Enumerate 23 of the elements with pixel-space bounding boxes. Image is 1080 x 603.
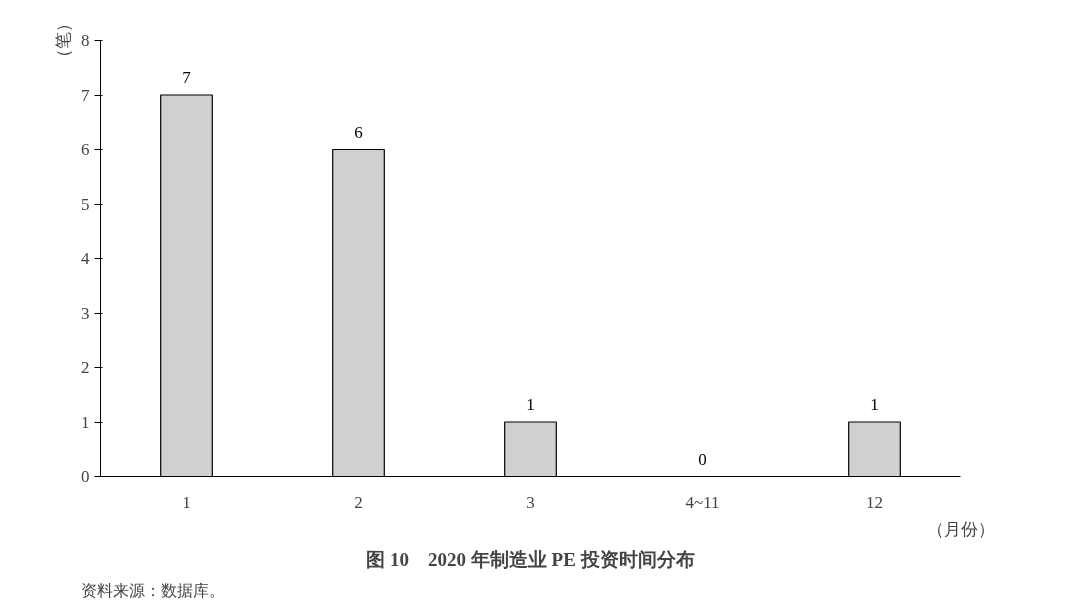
y-tick-label: 1 xyxy=(81,412,90,432)
y-tick-label: 4 xyxy=(81,249,90,268)
data-label: 0 xyxy=(698,449,707,469)
y-tick-label: 0 xyxy=(81,467,90,486)
y-tick-label: 8 xyxy=(81,31,90,50)
x-tick-label: 2 xyxy=(354,492,363,512)
y-tick-label: 3 xyxy=(81,303,90,323)
y-tick-label: 2 xyxy=(81,358,90,377)
text: 图 10 2020 年制造业 PE 投资时间分布 xyxy=(366,548,695,570)
y-tick-label: 7 xyxy=(81,85,90,105)
data-label: 6 xyxy=(354,122,363,142)
y-axis-title: （笔） xyxy=(54,15,73,66)
x-tick-label: 3 xyxy=(526,492,535,512)
y-tick-label: 5 xyxy=(81,194,90,214)
x-tick-label: 1 xyxy=(182,492,191,512)
x-tick-label: 12 xyxy=(866,492,883,512)
text: 资料来源：数据库。 xyxy=(80,581,225,599)
y-tick-label: 6 xyxy=(81,140,90,159)
data-label: 7 xyxy=(182,68,192,87)
data-label: 1 xyxy=(870,395,879,414)
data-label: 1 xyxy=(526,395,535,414)
x-tick-label: 4~11 xyxy=(685,492,720,512)
x-axis-title: （月份） xyxy=(926,519,995,539)
